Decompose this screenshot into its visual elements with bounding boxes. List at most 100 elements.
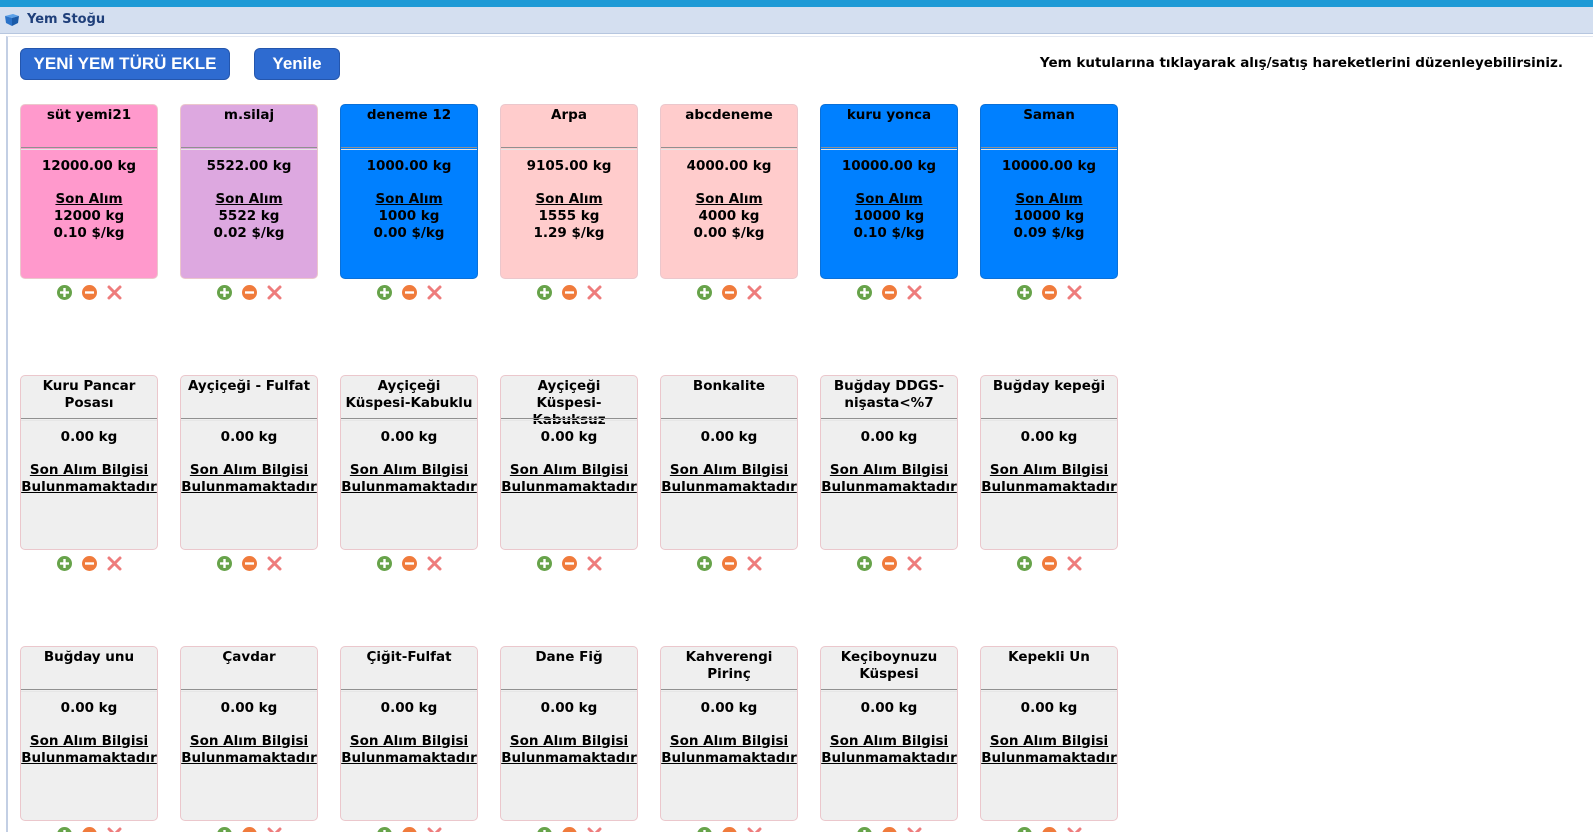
minus-circle-icon[interactable] (241, 284, 258, 301)
feed-card[interactable]: Saman 10000.00 kg Son Alım 10000 kg 0.09 $/k… (980, 104, 1118, 279)
plus-circle-icon[interactable] (216, 284, 233, 301)
feed-card[interactable]: deneme 12 1000.00 kg Son Alım 1000 kg 0.00 $… (340, 104, 478, 279)
minus-circle-icon[interactable] (241, 826, 258, 832)
plus-circle-icon[interactable] (696, 284, 713, 301)
plus-circle-icon[interactable] (856, 555, 873, 572)
x-icon[interactable] (1066, 826, 1083, 832)
minus-circle-icon[interactable] (561, 555, 578, 572)
x-icon[interactable] (746, 284, 763, 301)
plus-circle-icon[interactable] (1016, 284, 1033, 301)
x-icon[interactable] (266, 826, 283, 832)
minus-circle-icon[interactable] (881, 284, 898, 301)
feed-card[interactable]: Ayçiçeği Küspesi-Kabuklu 0.00 kg Son Alım … (340, 375, 478, 550)
x-icon[interactable] (266, 555, 283, 572)
minus-circle-icon[interactable] (81, 555, 98, 572)
feed-quantity: 0.00 kg (860, 429, 918, 445)
feed-card[interactable]: Buğday kepeği 0.00 kg Son Alım Bilgisi Bulu… (980, 375, 1118, 550)
minus-circle-icon[interactable] (1041, 826, 1058, 832)
minus-circle-icon[interactable] (1041, 284, 1058, 301)
no-purchase-info-line1: Son Alım Bilgisi (989, 462, 1109, 478)
no-purchase-info-line1: Son Alım Bilgisi (349, 462, 469, 478)
feed-card[interactable]: Kepekli Un 0.00 kg Son Alım Bilgisi Bulunma… (980, 646, 1118, 821)
feed-quantity: 12000.00 kg (41, 158, 137, 174)
minus-circle-icon[interactable] (401, 284, 418, 301)
x-icon[interactable] (106, 284, 123, 301)
feed-card[interactable]: Buğday DDGS-nişasta<%7 0.00 kg Son Alım Bi… (820, 375, 958, 550)
feed-card[interactable]: Çavdar 0.00 kg Son Alım Bilgisi Bulunmamakt… (180, 646, 318, 821)
plus-circle-icon[interactable] (56, 555, 73, 572)
minus-circle-icon[interactable] (81, 826, 98, 832)
x-icon[interactable] (906, 555, 923, 572)
feed-card[interactable]: Kahverengi Pirinç 0.00 kg Son Alım Bilgisi… (660, 646, 798, 821)
feed-card[interactable]: Buğday unu 0.00 kg Son Alım Bilgisi Bulunma… (20, 646, 158, 821)
plus-circle-icon[interactable] (216, 826, 233, 832)
plus-circle-icon[interactable] (56, 284, 73, 301)
no-purchase-info-line1: Son Alım Bilgisi (189, 733, 309, 749)
x-icon[interactable] (746, 826, 763, 832)
no-purchase-info-line1: Son Alım Bilgisi (349, 733, 469, 749)
feed-card[interactable]: kuru yonca 10000.00 kg Son Alım 10000 kg 0.1… (820, 104, 958, 279)
minus-circle-icon[interactable] (721, 826, 738, 832)
x-icon[interactable] (426, 555, 443, 572)
minus-circle-icon[interactable] (881, 555, 898, 572)
plus-circle-icon[interactable] (1016, 826, 1033, 832)
refresh-button[interactable]: Yenile (254, 48, 340, 80)
minus-circle-icon[interactable] (401, 555, 418, 572)
last-purchase-amount: 10000 kg (853, 208, 925, 224)
feed-card[interactable]: Dane Fiğ 0.00 kg Son Alım Bilgisi Bulunmama… (500, 646, 638, 821)
minus-circle-icon[interactable] (561, 284, 578, 301)
minus-circle-icon[interactable] (401, 826, 418, 832)
plus-circle-icon[interactable] (696, 826, 713, 832)
x-icon[interactable] (746, 555, 763, 572)
x-icon[interactable] (1066, 555, 1083, 572)
feed-card[interactable]: süt yemi21 12000.00 kg Son Alım 12000 kg 0.1… (20, 104, 158, 279)
x-icon[interactable] (906, 826, 923, 832)
minus-circle-icon[interactable] (561, 826, 578, 832)
feed-card[interactable]: Kuru Pancar Posası 0.00 kg Son Alım Bilgis… (20, 375, 158, 550)
minus-circle-icon[interactable] (81, 284, 98, 301)
feed-card[interactable]: Arpa 9105.00 kg Son Alım 1555 kg 1.29 $/kg (500, 104, 638, 279)
add-feed-type-button[interactable]: YENİ YEM TÜRÜ EKLE (20, 48, 230, 80)
minus-circle-icon[interactable] (721, 284, 738, 301)
x-icon[interactable] (106, 555, 123, 572)
x-icon[interactable] (906, 284, 923, 301)
plus-circle-icon[interactable] (1016, 555, 1033, 572)
plus-circle-icon[interactable] (856, 284, 873, 301)
plus-circle-icon[interactable] (856, 826, 873, 832)
plus-circle-icon[interactable] (56, 826, 73, 832)
feed-actions (500, 826, 638, 832)
x-icon[interactable] (266, 284, 283, 301)
x-icon[interactable] (426, 826, 443, 832)
x-icon[interactable] (426, 284, 443, 301)
feed-quantity: 9105.00 kg (526, 158, 612, 174)
plus-circle-icon[interactable] (376, 555, 393, 572)
plus-circle-icon[interactable] (536, 826, 553, 832)
plus-circle-icon[interactable] (376, 826, 393, 832)
feed-card[interactable]: Ayçiçeği Küspesi-Kabuksuz 0.00 kg Son Alım… (500, 375, 638, 550)
plus-circle-icon[interactable] (696, 555, 713, 572)
minus-circle-icon[interactable] (721, 555, 738, 572)
plus-circle-icon[interactable] (536, 555, 553, 572)
feed-icon (3, 12, 21, 28)
plus-circle-icon[interactable] (536, 284, 553, 301)
x-icon[interactable] (586, 284, 603, 301)
feed-actions (340, 826, 478, 832)
feed-card[interactable]: Ayçiçeği - Fulfat 0.00 kg Son Alım Bilgisi… (180, 375, 318, 550)
x-icon[interactable] (1066, 284, 1083, 301)
minus-circle-icon[interactable] (1041, 555, 1058, 572)
feed-card[interactable]: m.silaj 5522.00 kg Son Alım 5522 kg 0.02 $/k… (180, 104, 318, 279)
minus-circle-icon[interactable] (881, 826, 898, 832)
feed-card[interactable]: abcdeneme 4000.00 kg Son Alım 4000 kg 0.00 $… (660, 104, 798, 279)
plus-circle-icon[interactable] (216, 555, 233, 572)
x-icon[interactable] (106, 826, 123, 832)
feed-card[interactable]: Çiğit-Fulfat 0.00 kg Son Alım Bilgisi Bulun… (340, 646, 478, 821)
plus-circle-icon[interactable] (376, 284, 393, 301)
last-purchase-price: 0.09 $/kg (1013, 225, 1085, 241)
x-icon[interactable] (586, 555, 603, 572)
feed-card[interactable]: Keçiboynuzu Küspesi 0.00 kg Son Alım Bilgi… (820, 646, 958, 821)
window-titlebar: Yem Stoğu (0, 7, 1593, 34)
x-icon[interactable] (586, 826, 603, 832)
minus-circle-icon[interactable] (241, 555, 258, 572)
no-purchase-info-line2: Bulunmamaktadır (661, 750, 797, 766)
feed-card[interactable]: Bonkalite 0.00 kg Son Alım Bilgisi Bulunmam… (660, 375, 798, 550)
